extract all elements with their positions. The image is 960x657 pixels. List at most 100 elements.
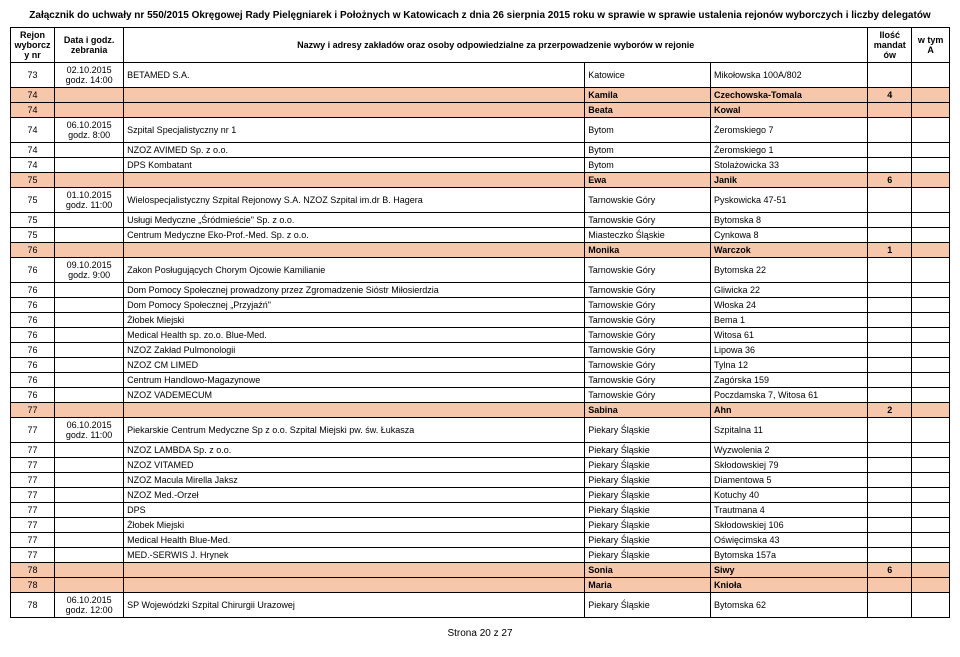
cell-including-a [912,313,950,328]
cell-city: Bytom [585,158,711,173]
cell-city: Piekary Śląskie [585,473,711,488]
cell-including-a [912,258,950,283]
cell-mandates [868,313,912,328]
table-row: 7302.10.2015 godz. 14:00BETAMED S.A.Kato… [11,63,950,88]
table-row: 76NZOZ Zakład PulmonologiiTarnowskie Gór… [11,343,950,358]
cell-mandates: 6 [868,563,912,578]
cell-including-a [912,458,950,473]
cell-address: Bytomska 22 [711,258,868,283]
attachment-header: Załącznik do uchwały nr 550/2015 Okręgow… [10,8,950,27]
cell-region-nr: 77 [11,518,55,533]
column-header-names-addresses: Nazwy i adresy zakładów oraz osoby odpow… [124,28,868,63]
cell-city: Bytom [585,118,711,143]
cell-including-a [912,473,950,488]
cell-mandates [868,258,912,283]
cell-city: Sabina [585,403,711,418]
table-row: 77SabinaAhn2 [11,403,950,418]
cell-facility-name: NZOZ Med.-Orzeł [124,488,585,503]
cell-region-nr: 76 [11,258,55,283]
cell-mandates [868,158,912,173]
cell-region-nr: 74 [11,103,55,118]
cell-address: Kotuchy 40 [711,488,868,503]
cell-mandates [868,283,912,298]
cell-facility-name: Żłobek Miejski [124,313,585,328]
cell-facility-name: NZOZ VADEMECUM [124,388,585,403]
cell-region-nr: 76 [11,313,55,328]
cell-mandates [868,473,912,488]
cell-including-a [912,88,950,103]
cell-including-a [912,518,950,533]
cell-including-a [912,63,950,88]
cell-region-nr: 77 [11,548,55,563]
cell-city: Beata [585,103,711,118]
cell-date [55,358,124,373]
cell-city: Piekary Śląskie [585,488,711,503]
cell-mandates: 1 [868,243,912,258]
cell-address: Bema 1 [711,313,868,328]
cell-facility-name: NZOZ LAMBDA Sp. z o.o. [124,443,585,458]
table-row: 76Dom Pomocy Społecznej prowadzony przez… [11,283,950,298]
cell-including-a [912,213,950,228]
cell-address: Włoska 24 [711,298,868,313]
cell-including-a [912,388,950,403]
cell-including-a [912,343,950,358]
cell-city: Piekary Śląskie [585,418,711,443]
cell-region-nr: 77 [11,488,55,503]
cell-address: Ahn [711,403,868,418]
cell-date [55,373,124,388]
cell-mandates [868,548,912,563]
cell-region-nr: 77 [11,443,55,458]
cell-address: Tylna 12 [711,358,868,373]
cell-mandates [868,328,912,343]
cell-facility-name [124,563,585,578]
cell-region-nr: 76 [11,283,55,298]
cell-mandates [868,458,912,473]
cell-date [55,88,124,103]
cell-city: Tarnowskie Góry [585,213,711,228]
cell-including-a [912,188,950,213]
cell-date [55,473,124,488]
cell-facility-name: Usługi Medyczne „Śródmieście" Sp. z o.o. [124,213,585,228]
cell-mandates: 2 [868,403,912,418]
cell-region-nr: 76 [11,373,55,388]
cell-date [55,283,124,298]
cell-address: Skłodowskiej 79 [711,458,868,473]
cell-date: 09.10.2015 godz. 9:00 [55,258,124,283]
cell-address: Poczdamska 7, Witosa 61 [711,388,868,403]
cell-mandates [868,518,912,533]
cell-mandates [868,373,912,388]
cell-address: Diamentowa 5 [711,473,868,488]
cell-date: 06.10.2015 godz. 8:00 [55,118,124,143]
cell-city: Sonia [585,563,711,578]
cell-mandates [868,503,912,518]
cell-including-a [912,533,950,548]
cell-city: Ewa [585,173,711,188]
cell-mandates [868,488,912,503]
cell-facility-name: Wielospecjalistyczny Szpital Rejonowy S.… [124,188,585,213]
cell-mandates [868,63,912,88]
table-row: 7501.10.2015 godz. 11:00Wielospecjalisty… [11,188,950,213]
cell-facility-name: SP Wojewódzki Szpital Chirurgii Urazowej [124,593,585,618]
cell-including-a [912,548,950,563]
cell-mandates: 6 [868,173,912,188]
table-row: 77 NZOZ Med.-OrzełPiekary ŚląskieKotuchy … [11,488,950,503]
cell-including-a [912,143,950,158]
cell-address: Bytomska 157a [711,548,868,563]
cell-date [55,548,124,563]
table-body: 7302.10.2015 godz. 14:00BETAMED S.A.Kato… [11,63,950,618]
table-row: 77Medical Health Blue-Med.Piekary Śląski… [11,533,950,548]
table-row: 76Medical Health sp. zo.o. Blue-Med.Tarn… [11,328,950,343]
cell-date [55,578,124,593]
table-row: 77DPSPiekary ŚląskieTrautmana 4 [11,503,950,518]
cell-facility-name [124,173,585,188]
table-row: 75Usługi Medyczne „Śródmieście" Sp. z o.… [11,213,950,228]
cell-facility-name [124,88,585,103]
cell-date [55,158,124,173]
table-row: 75Centrum Medyczne Eko-Prof.-Med. Sp. z … [11,228,950,243]
cell-mandates: 4 [868,88,912,103]
cell-address: Warczok [711,243,868,258]
cell-mandates [868,343,912,358]
table-row: 74KamilaCzechowska-Tomala4 [11,88,950,103]
column-header-date: Data i godz. zebrania [55,28,124,63]
cell-facility-name: Dom Pomocy Społecznej „Przyjaźń" [124,298,585,313]
